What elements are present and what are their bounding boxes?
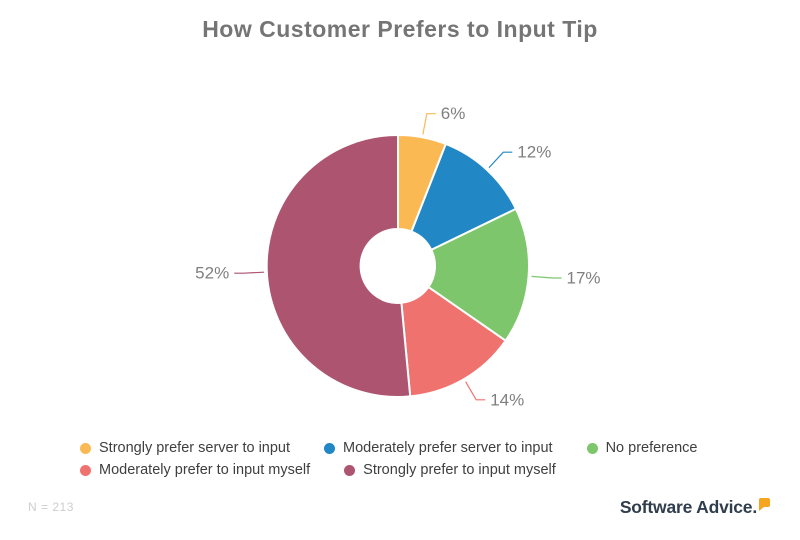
legend-label: Moderately prefer to input myself	[99, 462, 311, 478]
pie-slice-2[interactable]	[427, 207, 530, 342]
legend-dot-icon	[586, 442, 598, 454]
legend-item-2[interactable]: No preference	[586, 440, 698, 456]
chart-title: How Customer Prefers to Input Tip	[202, 16, 598, 42]
legend-item-0[interactable]: Strongly prefer server to input	[80, 440, 290, 456]
label-connector-2	[531, 275, 562, 279]
slice-percentage-label-2: 17%	[567, 268, 601, 287]
legend-dot-icon	[80, 464, 91, 476]
legend-item-4[interactable]: Strongly prefer to input myself	[344, 462, 556, 478]
pie-slice-3[interactable]	[400, 286, 507, 398]
pie-slice-1[interactable]	[410, 143, 517, 251]
legend-item-3[interactable]: Moderately prefer to input myself	[80, 462, 310, 478]
sample-size-label: N = 213	[28, 500, 74, 514]
label-connector-3	[465, 381, 486, 401]
label-connector-0	[422, 113, 436, 135]
speech-bubble-icon	[759, 498, 770, 511]
legend-dot-icon	[344, 464, 356, 476]
brand-name: Software Advice.	[619, 497, 757, 517]
slice-percentage-label-1: 12%	[517, 143, 551, 162]
label-connector-1	[488, 151, 513, 169]
label-connector-4	[234, 271, 265, 274]
legend-label: No preference	[605, 440, 698, 456]
slice-percentage-label-3: 14%	[490, 390, 524, 409]
chart-legend: Strongly prefer server to input Moderatel…	[80, 440, 697, 478]
slice-percentage-label-4: 52%	[195, 264, 229, 283]
legend-label: Moderately prefer server to input	[343, 440, 553, 456]
legend-dot-icon	[80, 442, 91, 454]
legend-row: Strongly prefer server to input Moderatel…	[80, 440, 697, 456]
software-advice-logo: Software Advice.	[620, 497, 770, 518]
legend-label: Strongly prefer to input myself	[363, 462, 556, 478]
pie-slice-4[interactable]	[265, 133, 412, 398]
slice-percentage-label-0: 6%	[441, 104, 466, 123]
legend-dot-icon	[324, 442, 336, 454]
legend-row: Moderately prefer to input myself Strongl…	[80, 462, 697, 478]
legend-label: Strongly prefer server to input	[99, 440, 291, 456]
legend-item-1[interactable]: Moderately prefer server to input	[324, 440, 553, 456]
